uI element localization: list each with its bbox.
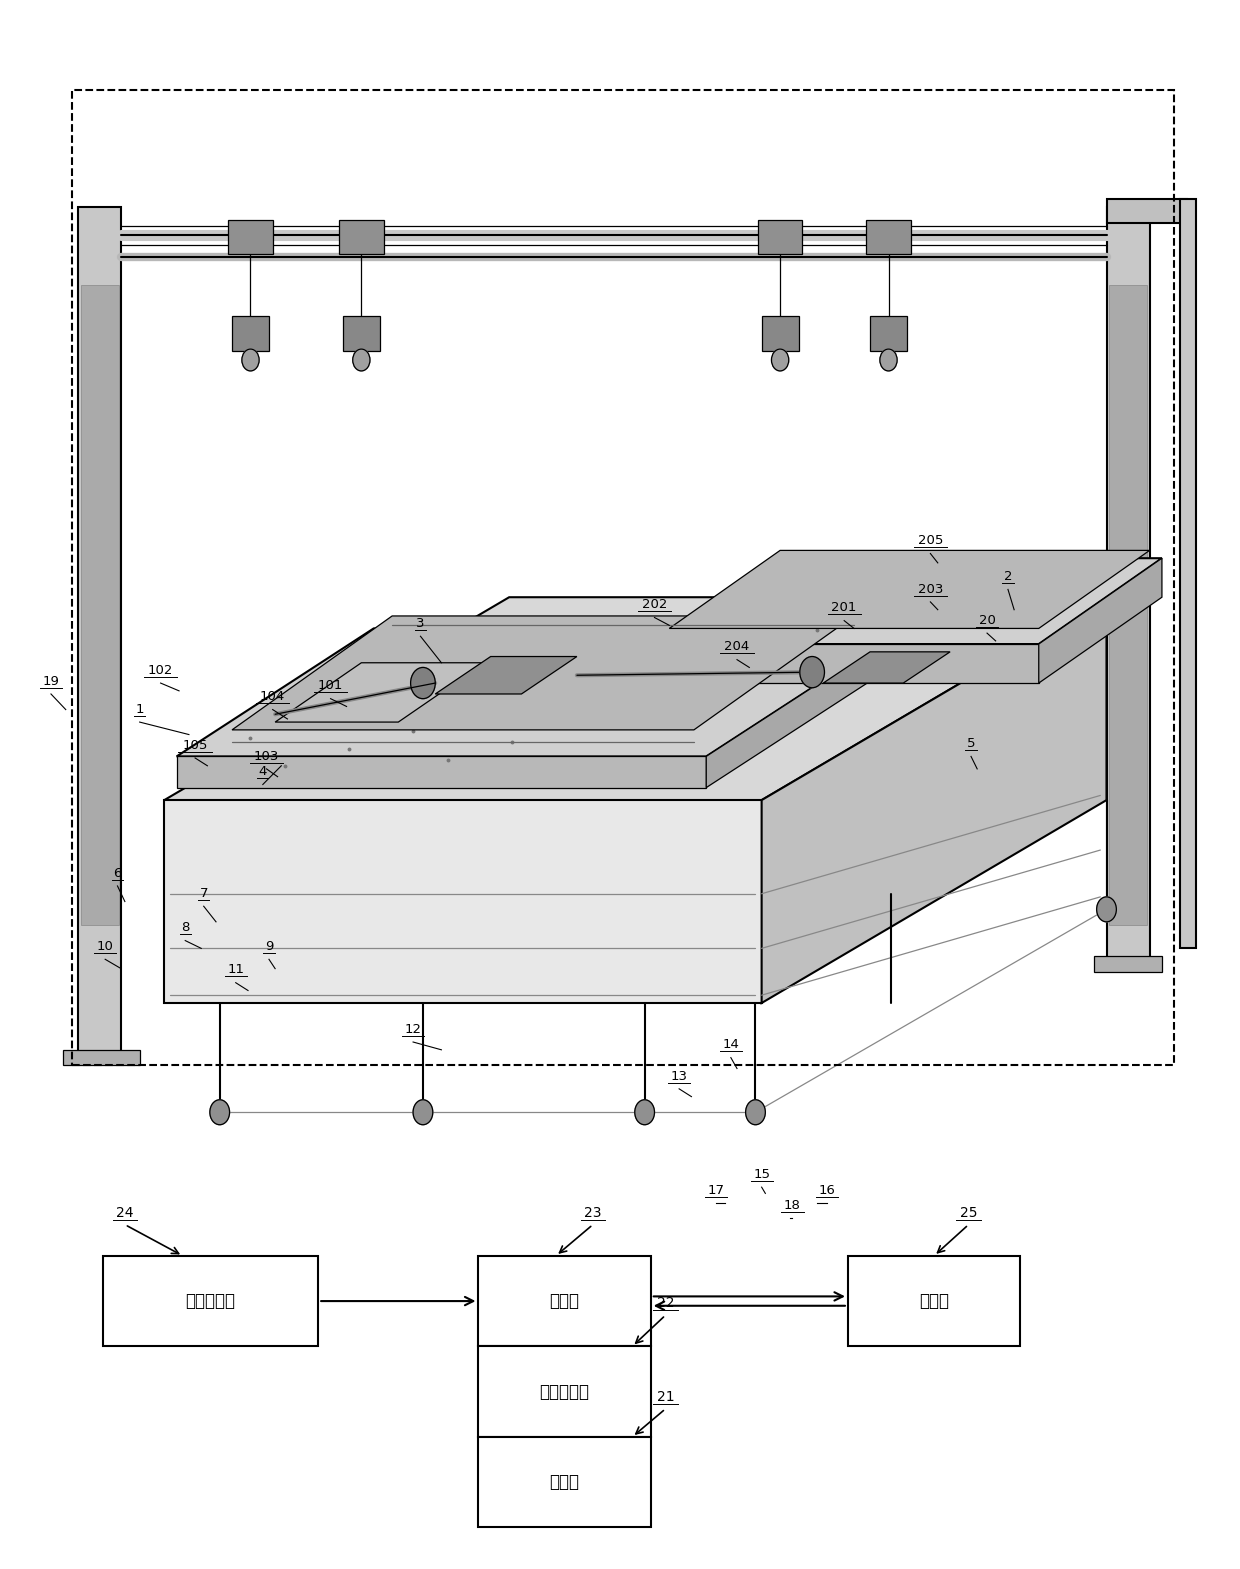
- Text: 22: 22: [657, 1296, 675, 1310]
- Circle shape: [410, 667, 435, 698]
- Text: 2: 2: [1003, 570, 1012, 584]
- Circle shape: [210, 1100, 229, 1125]
- Polygon shape: [228, 220, 273, 254]
- Circle shape: [771, 348, 789, 370]
- Polygon shape: [275, 662, 485, 722]
- Text: 102: 102: [148, 664, 174, 676]
- Text: 103: 103: [254, 750, 279, 763]
- Polygon shape: [164, 800, 761, 1003]
- Polygon shape: [870, 317, 906, 350]
- Text: 20: 20: [978, 613, 996, 628]
- Text: 205: 205: [918, 535, 944, 548]
- Text: 16: 16: [818, 1183, 836, 1197]
- Circle shape: [242, 348, 259, 370]
- Text: 端子板: 端子板: [549, 1293, 579, 1310]
- Text: 203: 203: [918, 582, 944, 596]
- Polygon shape: [1106, 199, 1187, 223]
- Polygon shape: [164, 598, 1106, 800]
- Text: 6: 6: [113, 866, 122, 880]
- Polygon shape: [176, 629, 903, 756]
- Polygon shape: [1109, 286, 1147, 926]
- Text: 15: 15: [753, 1167, 770, 1181]
- FancyBboxPatch shape: [479, 1255, 651, 1346]
- Text: 4: 4: [259, 766, 267, 778]
- Polygon shape: [1094, 956, 1162, 971]
- FancyBboxPatch shape: [848, 1255, 1021, 1346]
- Circle shape: [352, 348, 370, 370]
- Text: 23: 23: [584, 1207, 601, 1221]
- Polygon shape: [81, 286, 119, 926]
- Text: 驱动器: 驱动器: [919, 1293, 949, 1310]
- Text: 24: 24: [117, 1207, 134, 1221]
- Text: 19: 19: [42, 675, 60, 687]
- Polygon shape: [232, 317, 269, 350]
- Text: 13: 13: [671, 1070, 688, 1083]
- Bar: [72, 89, 1174, 1065]
- Text: 17: 17: [708, 1183, 724, 1197]
- Text: 201: 201: [832, 601, 857, 615]
- Text: 10: 10: [97, 940, 114, 952]
- Text: 5: 5: [967, 737, 976, 750]
- Polygon shape: [340, 220, 383, 254]
- Text: 电荷放大器: 电荷放大器: [186, 1293, 236, 1310]
- Polygon shape: [1180, 199, 1197, 948]
- Polygon shape: [707, 629, 903, 788]
- Text: 104: 104: [260, 690, 285, 703]
- Circle shape: [635, 1100, 655, 1125]
- Text: 12: 12: [404, 1023, 422, 1036]
- Polygon shape: [823, 651, 950, 683]
- Polygon shape: [232, 617, 854, 730]
- Text: 11: 11: [227, 963, 244, 976]
- Text: 204: 204: [724, 640, 750, 653]
- Circle shape: [413, 1100, 433, 1125]
- Polygon shape: [657, 643, 1039, 683]
- FancyBboxPatch shape: [479, 1346, 651, 1437]
- Text: 202: 202: [642, 598, 667, 612]
- Text: 18: 18: [784, 1199, 801, 1213]
- Circle shape: [1096, 897, 1116, 923]
- Text: 105: 105: [182, 739, 208, 752]
- Polygon shape: [761, 598, 1106, 1003]
- Polygon shape: [670, 551, 1149, 629]
- Polygon shape: [1106, 207, 1149, 963]
- Polygon shape: [758, 220, 802, 254]
- Polygon shape: [78, 207, 122, 1058]
- Circle shape: [800, 656, 825, 687]
- Text: 计算机: 计算机: [549, 1473, 579, 1491]
- Text: 21: 21: [657, 1390, 675, 1404]
- Text: 25: 25: [960, 1207, 977, 1221]
- Polygon shape: [867, 220, 910, 254]
- Polygon shape: [63, 1050, 140, 1065]
- Text: 9: 9: [265, 940, 273, 952]
- Text: 14: 14: [723, 1039, 739, 1051]
- Text: 运动控制卡: 运动控制卡: [539, 1382, 589, 1401]
- Circle shape: [745, 1100, 765, 1125]
- Circle shape: [880, 348, 897, 370]
- Text: 7: 7: [200, 886, 208, 901]
- Polygon shape: [761, 317, 799, 350]
- Text: 101: 101: [317, 679, 343, 692]
- Polygon shape: [176, 756, 707, 788]
- Text: 8: 8: [181, 921, 190, 934]
- FancyBboxPatch shape: [103, 1255, 319, 1346]
- Polygon shape: [657, 559, 1162, 643]
- Text: 1: 1: [135, 703, 144, 715]
- Polygon shape: [1039, 559, 1162, 683]
- FancyBboxPatch shape: [479, 1437, 651, 1527]
- Polygon shape: [343, 317, 379, 350]
- Polygon shape: [435, 656, 577, 693]
- Text: 3: 3: [417, 617, 425, 631]
